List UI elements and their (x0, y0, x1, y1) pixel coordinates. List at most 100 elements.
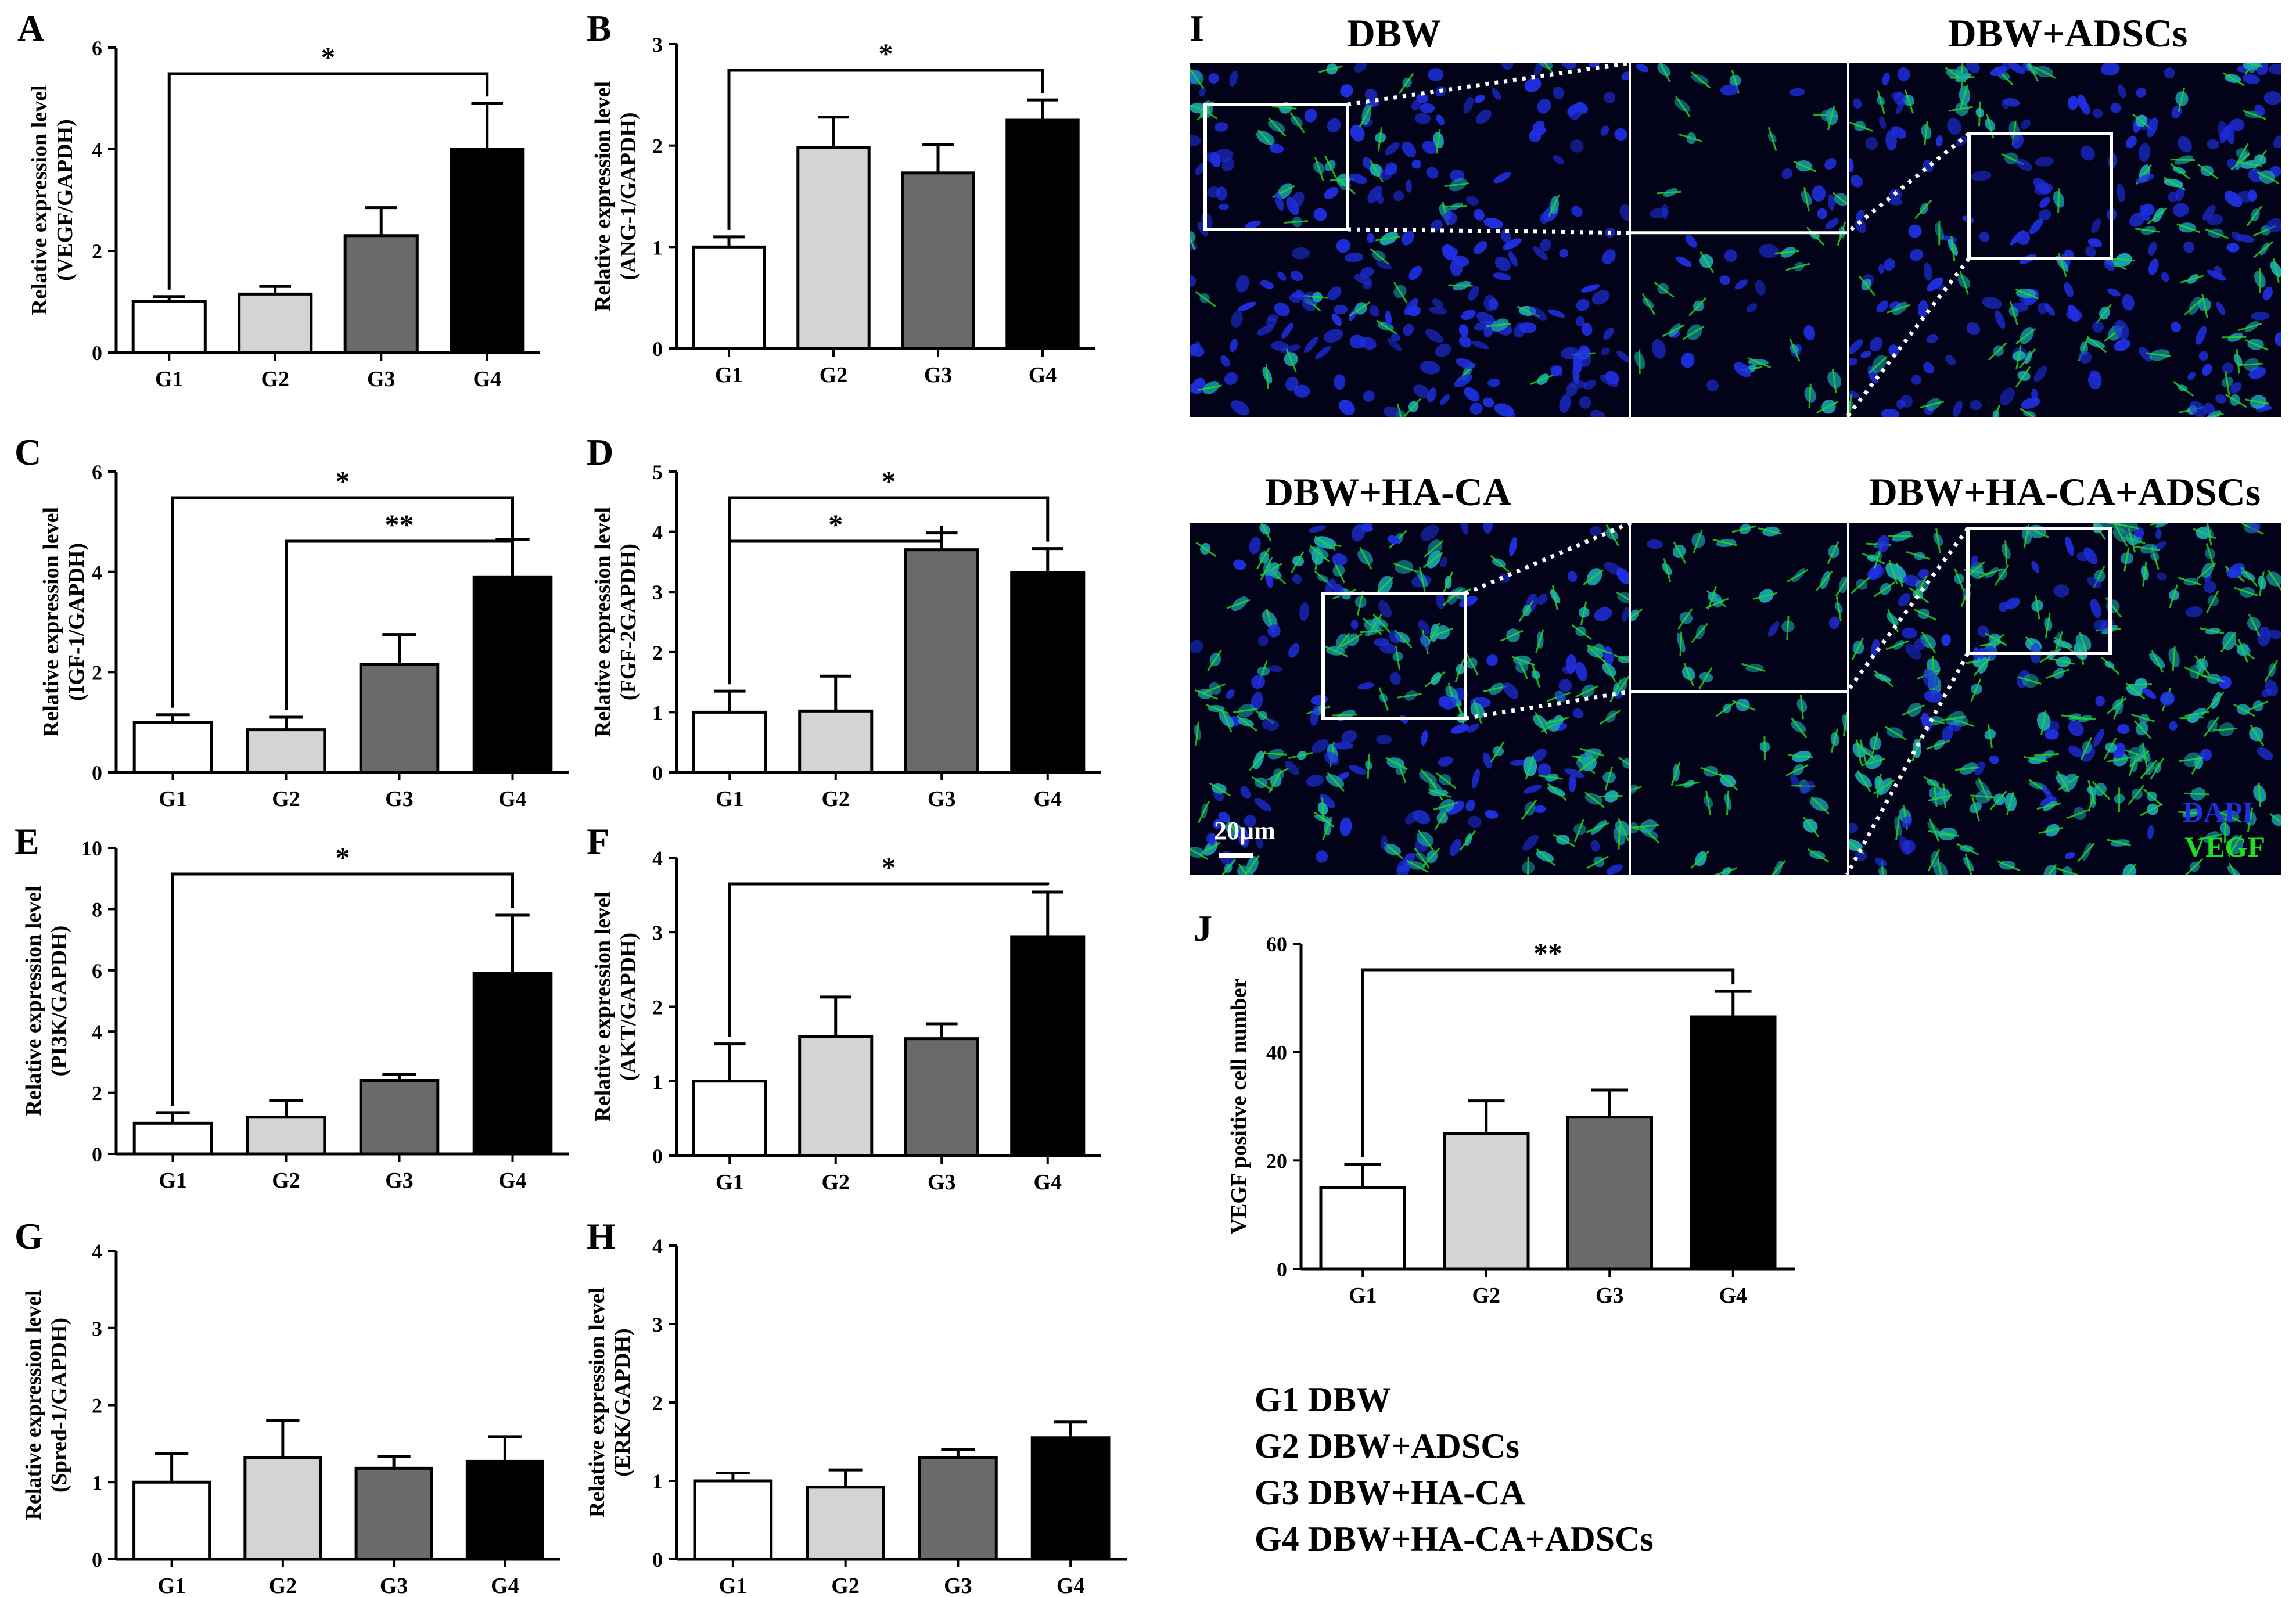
vegf-signal-mark (1741, 663, 1766, 672)
y-axis-label-a: (VEGF/GAPDH) (53, 119, 77, 281)
panel-label-i: I (1190, 8, 1204, 49)
nucleus-mark (2148, 242, 2157, 256)
vegf-signal-mark (1341, 633, 1363, 648)
y-tick-label-f: 0 (652, 1145, 663, 1168)
nucleus-mark (1926, 334, 1938, 344)
vegf-signal-mark (1531, 664, 1541, 688)
nucleus-mark (1421, 730, 1428, 746)
nucleus-mark (1600, 125, 1609, 136)
nucleus-mark (1277, 271, 1287, 281)
bar-d-g1 (692, 710, 767, 774)
nucleus-mark (2104, 258, 2115, 271)
nucleus-mark (1953, 400, 1963, 417)
nucleus-mark (1746, 303, 1758, 313)
nucleus-mark (1238, 827, 1249, 848)
vegf-signal-mark (1433, 801, 1458, 811)
nucleus-mark (1605, 371, 1619, 385)
vegf-signal-mark (1314, 157, 1324, 181)
y-axis-label-b: Relative expression level (591, 81, 615, 311)
nucleus-mark (1190, 341, 1201, 357)
vegf-signal-mark (2223, 72, 2245, 87)
vegf-signal-mark (1683, 663, 1695, 687)
nucleus-mark (1468, 285, 1479, 301)
nucleus-mark (1245, 221, 1261, 229)
vegf-signal-mark (1313, 811, 1335, 828)
bar-h-g4 (1030, 1436, 1111, 1561)
vegf-signal-mark (2236, 349, 2240, 374)
nucleus-mark (1898, 836, 1911, 856)
nucleus-mark (1508, 251, 1518, 267)
bar-e-g4 (472, 972, 553, 1156)
y-tick-label-f: 4 (652, 847, 663, 870)
vegf-signal-mark (1810, 796, 1830, 815)
zoom-connector-dbw-haca (1464, 520, 1632, 596)
nucleus-mark (1503, 238, 1522, 250)
vegf-signal-mark (2200, 674, 2225, 683)
vegf-signal-mark (1786, 615, 1790, 641)
nucleus-mark (1510, 760, 1526, 766)
significance-bracket-a (167, 72, 489, 290)
vegf-signal-mark (2178, 577, 2202, 586)
nucleus-mark (2251, 312, 2270, 321)
y-tick-label-g: 2 (92, 1394, 102, 1418)
vegf-signal-mark (2218, 811, 2242, 823)
vegf-signal-mark (1954, 568, 1965, 592)
y-tick-label-f: 1 (652, 1070, 663, 1094)
y-tick-label-h: 1 (652, 1470, 663, 1493)
vegf-signal-mark (1849, 121, 1873, 132)
significance-label-c: ** (385, 508, 414, 541)
y-tick-label-g: 4 (92, 1240, 102, 1263)
nucleus-mark (2237, 190, 2255, 203)
nucleus-mark (1917, 300, 1928, 318)
nucleus-mark (1893, 92, 1906, 105)
legend-g2: G2 DBW+ADSCs (1255, 1427, 1519, 1465)
nucleus-mark (1966, 322, 1981, 336)
nucleus-mark (1828, 194, 1835, 211)
nucleus-mark (1306, 775, 1324, 787)
vegf-signal-mark (1835, 575, 1847, 597)
nucleus-mark (1432, 298, 1443, 308)
nucleus-mark (1575, 102, 1589, 114)
vegf-signal-mark (1414, 847, 1430, 869)
nucleus-mark (2038, 209, 2051, 221)
nucleus-mark (1467, 723, 1479, 733)
nucleus-mark (2035, 157, 2054, 167)
nucleus-mark (1519, 322, 1537, 333)
significance-bracket-c (171, 496, 514, 708)
vegf-signal-mark (2077, 843, 2095, 862)
nucleus-mark (1411, 99, 1421, 111)
vegf-signal-mark (2225, 394, 2247, 408)
vegf-signal-mark (2173, 381, 2194, 397)
nucleus-mark (1923, 262, 1932, 281)
vegf-signal-mark (2150, 523, 2175, 526)
vegf-signal-mark (2238, 639, 2248, 663)
nucleus-mark (1341, 729, 1357, 744)
vegf-signal-mark (2143, 788, 2162, 807)
y-tick-label-e: 8 (92, 898, 102, 921)
y-tick-label-h: 2 (652, 1391, 663, 1415)
vegf-signal-mark (1459, 830, 1476, 851)
vegf-signal-mark (1398, 73, 1414, 94)
nucleus-mark (1877, 535, 1890, 553)
vegf-signal-mark (1609, 679, 1622, 703)
nucleus-mark (1570, 139, 1584, 153)
x-tick-label-e: G2 (272, 1168, 300, 1193)
nucleus-mark (1882, 72, 1890, 86)
vegf-signal-mark (1634, 824, 1659, 829)
vegf-signal-mark (2120, 863, 2136, 875)
vegf-signal-mark (1249, 751, 1266, 771)
nucleus-mark (1989, 755, 2000, 764)
nucleus-mark (1191, 377, 1206, 395)
panel-label-b: B (587, 8, 612, 49)
vegf-signal-mark (1960, 84, 1968, 109)
vegf-signal-mark (2019, 348, 2036, 369)
vegf-signal-mark (1268, 771, 1282, 793)
nucleus-mark (1428, 306, 1447, 315)
vegf-signal-mark (2015, 344, 2022, 370)
vegf-signal-mark (1964, 853, 1973, 875)
vegf-signal-mark (2179, 275, 2204, 284)
nucleus-mark (1524, 785, 1542, 794)
vegf-signal-mark (1786, 569, 1809, 583)
nucleus-mark (2015, 159, 2032, 171)
nucleus-mark (1404, 811, 1418, 825)
